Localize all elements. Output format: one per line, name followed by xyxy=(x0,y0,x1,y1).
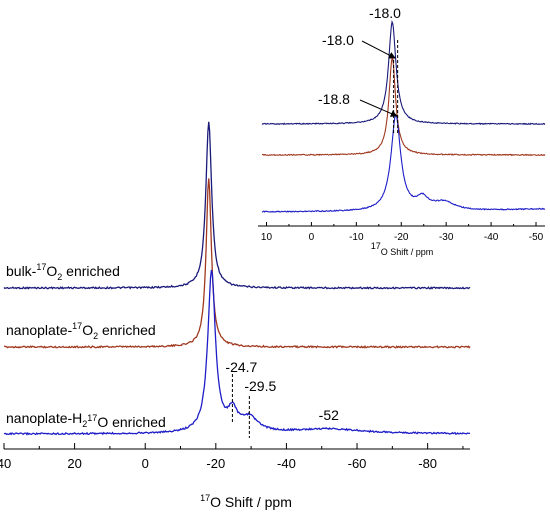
inset-trace-2 xyxy=(261,57,546,157)
inset-arrow xyxy=(359,99,398,117)
inset-trace-1 xyxy=(261,19,546,126)
trace-label-1: bulk-17O2 enriched xyxy=(6,262,120,282)
inset-annotations: -18.0 -18.0 -18.8 xyxy=(318,5,401,134)
main-x-tick-label: 0 xyxy=(142,456,149,471)
main-x-tick-label: -20 xyxy=(206,456,225,471)
inset-x-tick-label: 0 xyxy=(309,232,315,243)
inset-x-tick-label: 10 xyxy=(261,232,273,243)
main-x-tick-label: 20 xyxy=(67,456,81,471)
trace-label-2: nanoplate-17O2 enriched xyxy=(6,321,156,341)
trace-labels: bulk-17O2 enriched nanoplate-17O2 enriche… xyxy=(6,262,166,430)
main-x-ticks: 40 20 0 -20 -40 -60 -80 xyxy=(0,443,464,471)
inset-peak-label: -18.0 xyxy=(369,5,401,21)
main-x-tick-label: -40 xyxy=(277,456,296,471)
inset-traces xyxy=(261,19,546,213)
inset-x-tick-label: -50 xyxy=(529,232,544,243)
peak-label: -24.7 xyxy=(225,359,257,375)
inset-peak-label: -18.0 xyxy=(322,32,354,48)
trace-label-3: nanoplate-H217O enriched xyxy=(6,410,166,430)
main-x-tick-label: -60 xyxy=(348,456,367,471)
inset-x-ticks: 10 0 -10 -20 -30 -40 -50 xyxy=(261,222,544,243)
inset-plot: 10 0 -10 -20 -30 -40 -50 -18.0 -18.0 -18.8 17O S… xyxy=(258,5,546,257)
inset-trace-3 xyxy=(261,114,546,213)
main-x-axis-title: 17O Shift / ppm xyxy=(200,493,292,510)
inset-x-axis-title: 17O Shift / ppm xyxy=(371,241,434,257)
inset-x-tick-label: -30 xyxy=(439,232,454,243)
peak-label: -29.5 xyxy=(244,378,276,394)
inset-peak-label: -18.8 xyxy=(318,91,350,107)
peak-annotations: -24.7 -29.5 -52 xyxy=(225,359,339,438)
inset-arrow xyxy=(361,40,396,59)
main-trace-2 xyxy=(3,178,471,349)
main-x-tick-label: -80 xyxy=(418,456,437,471)
inset-x-tick-label: -10 xyxy=(349,232,364,243)
inset-x-tick-label: -40 xyxy=(484,232,499,243)
main-traces xyxy=(3,121,471,436)
main-trace-3 xyxy=(3,269,471,436)
main-plot: 40 20 0 -20 -40 -60 -80 bulk-17O2 enriched nano… xyxy=(0,121,471,510)
inset-x-tick-label: -20 xyxy=(394,232,409,243)
peak-label: -52 xyxy=(319,407,339,423)
main-trace-1 xyxy=(3,121,471,290)
main-x-tick-label: 40 xyxy=(0,456,11,471)
